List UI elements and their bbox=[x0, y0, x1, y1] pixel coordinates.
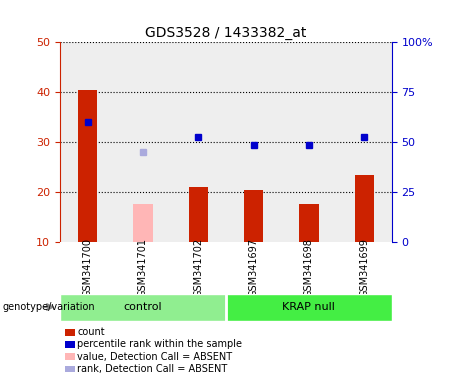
Text: GSM341699: GSM341699 bbox=[359, 238, 369, 297]
Bar bbox=[60, 294, 226, 321]
Text: percentile rank within the sample: percentile rank within the sample bbox=[77, 339, 242, 349]
Text: GSM341701: GSM341701 bbox=[138, 238, 148, 297]
Bar bbox=[189, 187, 208, 242]
Text: value, Detection Call = ABSENT: value, Detection Call = ABSENT bbox=[77, 352, 232, 362]
Text: GSM341700: GSM341700 bbox=[83, 238, 93, 297]
Title: GDS3528 / 1433382_at: GDS3528 / 1433382_at bbox=[145, 26, 307, 40]
Text: GSM341697: GSM341697 bbox=[248, 238, 259, 297]
Text: control: control bbox=[124, 302, 162, 312]
Bar bbox=[244, 190, 263, 242]
Bar bbox=[299, 205, 319, 242]
Text: GSM341702: GSM341702 bbox=[193, 238, 203, 297]
Bar bbox=[226, 294, 392, 321]
Bar bbox=[133, 205, 153, 242]
Text: count: count bbox=[77, 327, 105, 337]
Text: genotype/variation: genotype/variation bbox=[2, 302, 95, 312]
Text: KRAP null: KRAP null bbox=[283, 302, 335, 312]
Bar bbox=[355, 175, 374, 242]
Bar bbox=[78, 90, 97, 242]
Text: rank, Detection Call = ABSENT: rank, Detection Call = ABSENT bbox=[77, 364, 228, 374]
Text: GSM341698: GSM341698 bbox=[304, 238, 314, 297]
